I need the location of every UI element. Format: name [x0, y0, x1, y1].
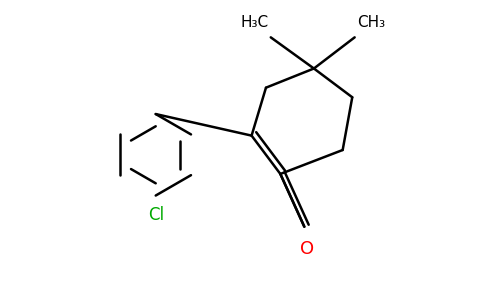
Text: CH₃: CH₃	[357, 15, 385, 30]
Text: H₃C: H₃C	[240, 15, 268, 30]
Text: O: O	[300, 240, 314, 258]
Text: Cl: Cl	[148, 206, 164, 224]
